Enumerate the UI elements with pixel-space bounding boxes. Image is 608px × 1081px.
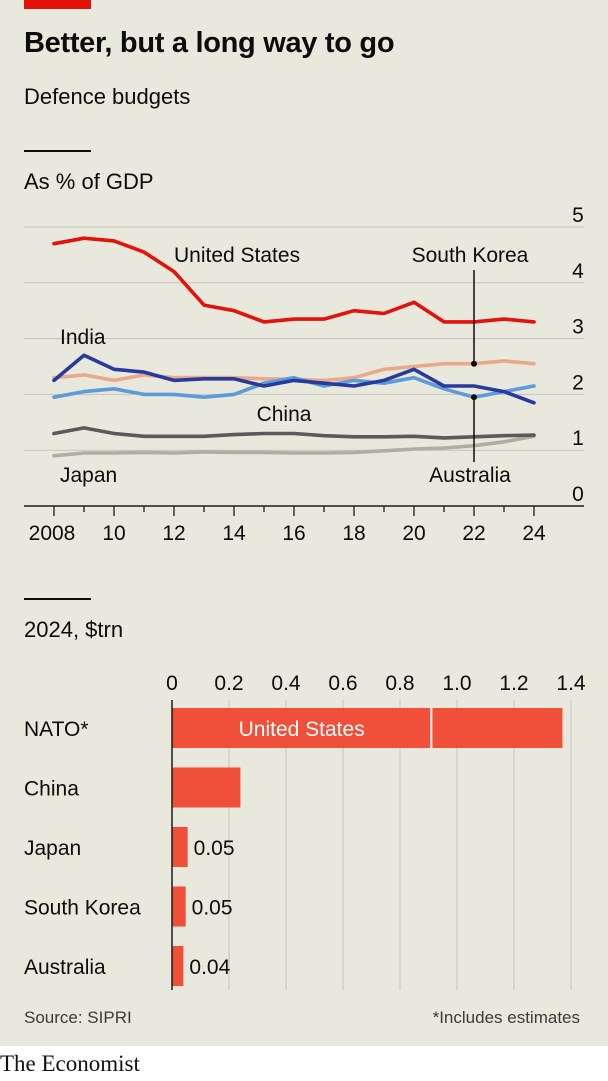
south-korea-leader-dot (471, 360, 477, 367)
chart-title: Better, but a long way to go (24, 27, 395, 59)
line-chart-grid (24, 226, 584, 507)
series-line-india (52, 353, 536, 405)
brand-logo: The Economist (0, 1051, 140, 1076)
y-tick-label: 1 (572, 427, 584, 450)
series-line-south-korea (52, 375, 536, 400)
footnote: *Includes estimates (432, 1008, 580, 1027)
bar-south-korea (172, 886, 186, 927)
x-tick-label: 10 (102, 522, 125, 545)
series-label-australia: Australia (429, 464, 511, 487)
bar-chart-grid (228, 700, 572, 990)
series-label-japan: Japan (60, 464, 117, 487)
y-tick-label: 4 (572, 260, 584, 283)
bar-japan (172, 827, 188, 867)
x-tick-label: 16 (282, 522, 305, 545)
line-chart-series-labels: Japan China Australia South Korea India Unite… (60, 244, 529, 487)
line-chart-x-axis: 2008 10 12 14 16 18 20 22 24 (29, 506, 546, 545)
bar-x-tick-label: 0 (166, 672, 178, 695)
series-label-south-korea: South Korea (412, 244, 529, 267)
brand-red-bar (24, 0, 91, 9)
bar-china (172, 767, 241, 808)
y-tick-label: 0 (572, 483, 584, 506)
bar-chart-heading: 2024, $trn (24, 617, 124, 642)
australia-leader-dot (471, 394, 477, 401)
bar-category-label: Japan (24, 837, 81, 860)
bar-x-tick-label: 0.8 (385, 672, 414, 695)
bar-data-label: 0.05 (194, 837, 235, 860)
series-line-japan (52, 434, 536, 458)
source-note: Source: SIPRI (24, 1008, 132, 1027)
x-tick-label: 12 (162, 522, 185, 545)
series-label-united-states: United States (174, 244, 300, 267)
chart-subtitle: Defence budgets (24, 84, 191, 109)
series-label-india: India (60, 326, 106, 349)
line-chart-heading: As % of GDP (24, 169, 154, 194)
bar-nato (172, 708, 563, 748)
line-chart-y-tick-labels: 0 1 2 3 4 5 (572, 204, 584, 506)
series-line-united-states (52, 236, 536, 324)
bar-x-tick-label: 0.2 (214, 672, 243, 695)
bar-category-label: South Korea (24, 897, 141, 920)
chart-panel (0, 0, 608, 1046)
y-tick-label: 5 (572, 204, 584, 227)
bar-x-tick-label: 1.4 (556, 672, 586, 695)
line-chart-series (52, 236, 536, 458)
x-tick-label: 2008 (29, 522, 76, 545)
bar-data-label: 0.05 (192, 897, 233, 920)
bar-x-tick-label: 1.0 (442, 672, 471, 695)
y-tick-label: 3 (572, 316, 584, 339)
bar-category-label: NATO* (24, 718, 89, 741)
bar-x-tick-label: 1.2 (499, 672, 528, 695)
bar-category-label: Australia (24, 956, 106, 979)
bar-chart-x-tick-labels: 0 0.2 0.4 0.6 0.8 1.0 1.2 1.4 (166, 672, 586, 695)
bar-x-tick-label: 0.6 (328, 672, 357, 695)
x-tick-label: 18 (342, 522, 365, 545)
x-tick-label: 24 (522, 522, 546, 545)
us-segment-label: United States (239, 718, 365, 741)
bar-category-label: China (24, 778, 79, 801)
bar-x-tick-label: 0.4 (271, 672, 301, 695)
x-tick-label: 20 (402, 522, 425, 545)
bar-australia (172, 946, 184, 986)
series-line-china (52, 426, 536, 440)
x-tick-label: 22 (462, 522, 485, 545)
y-tick-label: 2 (572, 371, 584, 394)
section-rule-top (24, 150, 91, 152)
bar-chart-rows: NATO* United States China Japan 0.05 South Ko… (24, 700, 563, 990)
section-rule-bottom (24, 598, 91, 600)
series-label-china: China (257, 403, 312, 426)
bar-data-label: 0.04 (189, 956, 230, 979)
x-tick-label: 14 (222, 522, 246, 545)
